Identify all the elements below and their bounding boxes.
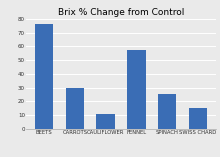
Bar [127, 50, 146, 129]
Title: Brix % Change from Control: Brix % Change from Control [58, 8, 184, 17]
Bar [35, 24, 53, 129]
Bar [189, 108, 207, 129]
Bar [66, 87, 84, 129]
Bar [158, 94, 176, 129]
Bar [96, 114, 115, 129]
